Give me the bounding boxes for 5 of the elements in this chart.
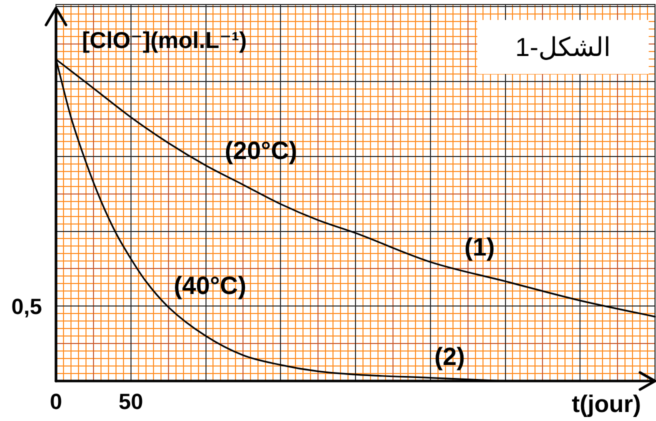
text: 0,5 [11,294,42,320]
x-tick-label: 50 [118,389,144,414]
x-tick-label: 0 [50,389,62,414]
x-axis-title: t(jour) [572,391,641,418]
chart-title: الشكل-1 [515,32,611,62]
